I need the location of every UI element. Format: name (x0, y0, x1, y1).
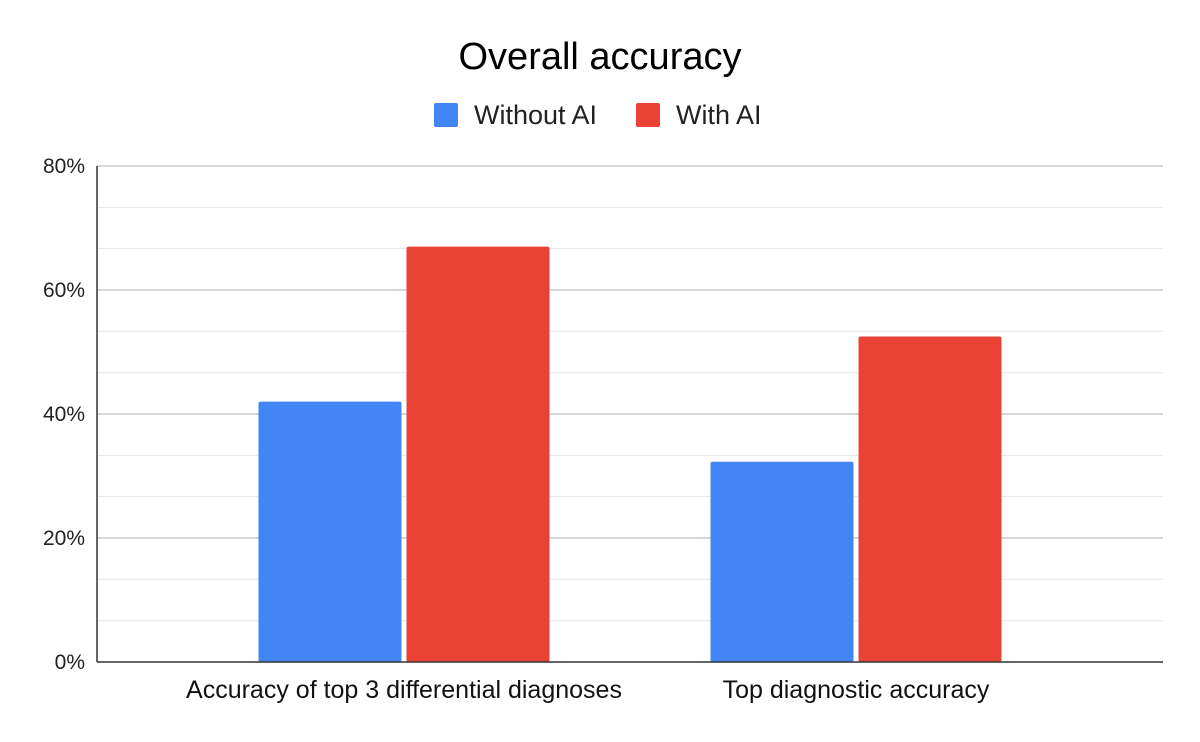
bar-1-1 (858, 336, 1002, 662)
x-category-label-1: Top diagnostic accuracy (723, 676, 990, 704)
y-tick-label-3: 60% (43, 279, 85, 302)
axes (96, 166, 1163, 663)
legend-swatch-1 (636, 103, 660, 127)
y-axis-ticks: 0% 20% 40% 60% 80% (43, 155, 85, 674)
y-tick-label-2: 40% (43, 403, 85, 426)
legend-label-0: Without AI (474, 100, 597, 130)
y-tick-label-1: 20% (43, 527, 85, 550)
bars (258, 246, 1002, 662)
legend-swatch-0 (434, 103, 458, 127)
y-tick-label-4: 80% (43, 155, 85, 178)
legend: Without AI With AI (434, 100, 762, 130)
bar-0-1 (406, 246, 550, 662)
y-tick-label-0: 0% (55, 651, 85, 674)
chart-title: Overall accuracy (459, 36, 742, 78)
bar-1-0 (710, 461, 854, 662)
x-axis-categories: Accuracy of top 3 differential diagnoses… (186, 676, 990, 704)
bar-0-0 (258, 401, 402, 662)
legend-label-1: With AI (676, 100, 762, 130)
gridlines (97, 165, 1163, 622)
x-category-label-0: Accuracy of top 3 differential diagnoses (186, 676, 622, 704)
